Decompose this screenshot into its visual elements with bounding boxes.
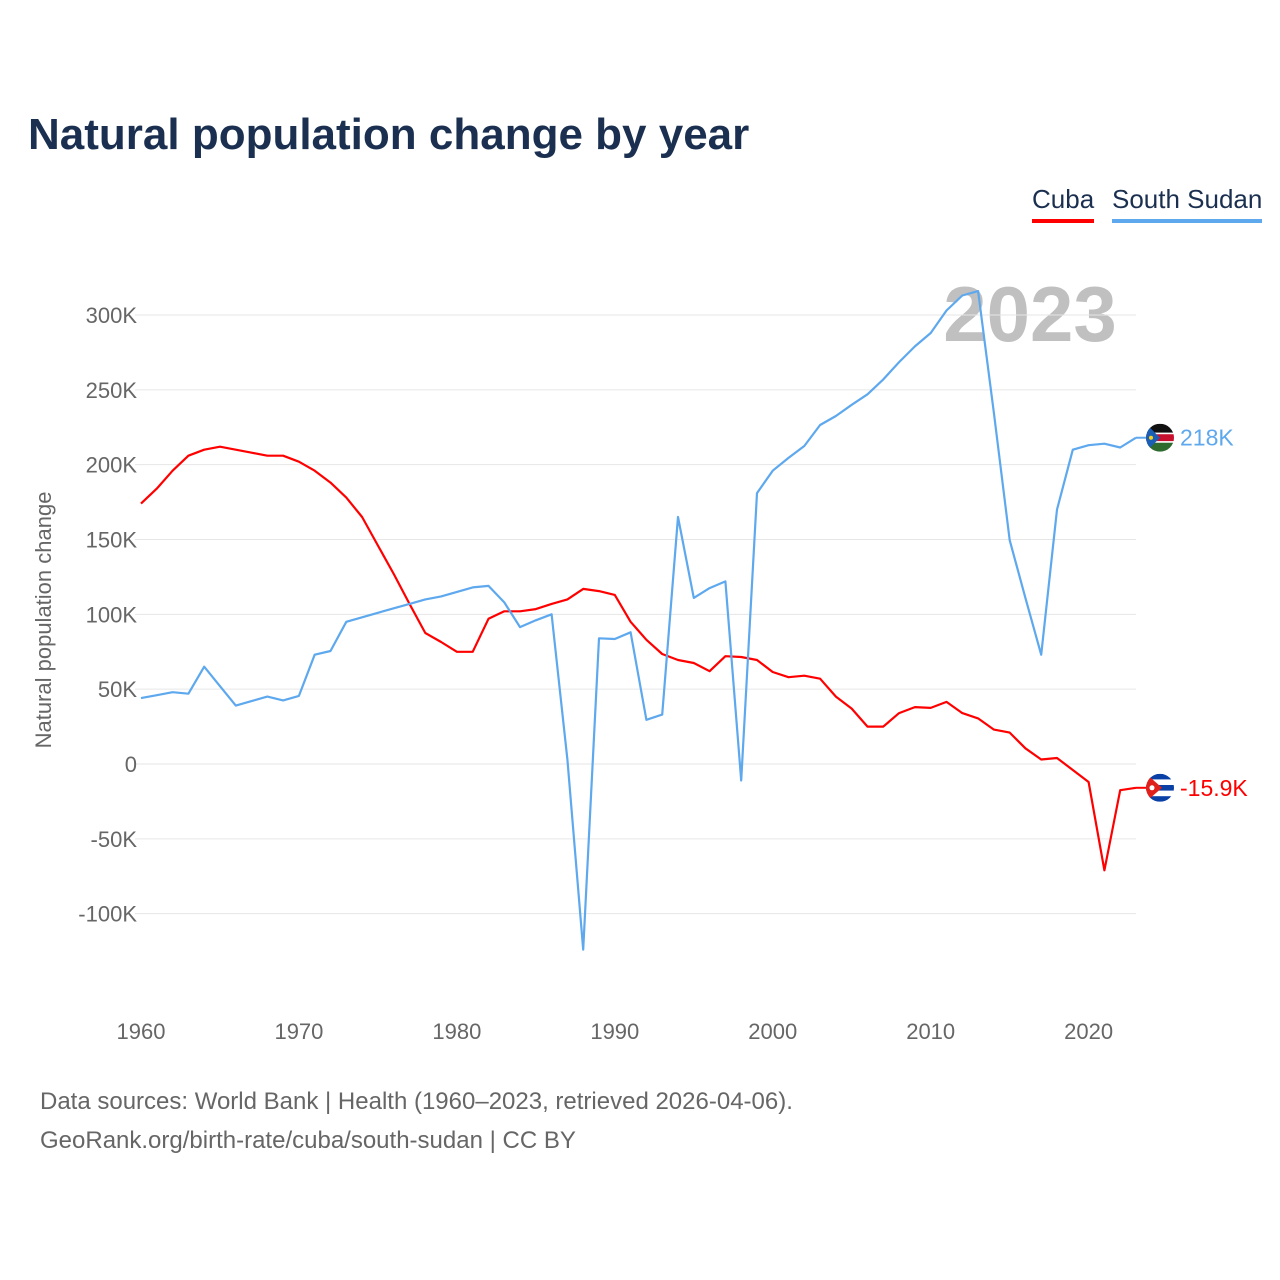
series-line-cuba <box>140 445 1137 872</box>
x-tick-label: 1980 <box>432 1019 481 1044</box>
legend-item-south-sudan[interactable]: South Sudan <box>1112 184 1263 223</box>
y-tick-label: 50K <box>98 677 137 702</box>
y-tick-label: 100K <box>86 602 138 627</box>
x-tick-label: 1990 <box>590 1019 639 1044</box>
x-tick-label: 2000 <box>748 1019 797 1044</box>
footer-sources: Data sources: World Bank | Health (1960–… <box>40 1088 793 1115</box>
y-tick-label: -50K <box>91 827 138 852</box>
footer-attribution: GeoRank.org/birth-rate/cuba/south-sudan … <box>40 1127 576 1154</box>
y-tick-label: 250K <box>86 378 138 403</box>
chart-title: Natural population change by year <box>28 110 750 159</box>
y-tick-label: 150K <box>86 528 138 553</box>
y-tick-label: 200K <box>86 453 138 478</box>
end-value-label: -15.9K <box>1180 775 1248 801</box>
y-axis-label: Natural population change <box>31 492 56 749</box>
x-tick-label: 1970 <box>274 1019 323 1044</box>
x-tick-label: 2020 <box>1064 1019 1113 1044</box>
legend-item-cuba[interactable]: Cuba <box>1032 184 1095 223</box>
x-tick-label: 2010 <box>906 1019 955 1044</box>
year-watermark: 2023 <box>943 270 1117 358</box>
x-tick-label: 1960 <box>117 1019 166 1044</box>
south-sudan-flag-icon <box>1146 423 1174 452</box>
y-tick-label: 0 <box>125 752 137 777</box>
y-tick-label: 300K <box>86 303 138 328</box>
series-line-south-sudan <box>140 290 1137 951</box>
y-tick-label: -100K <box>78 902 137 927</box>
cuba-flag-icon <box>1146 773 1174 802</box>
end-value-label: 218K <box>1180 425 1234 451</box>
